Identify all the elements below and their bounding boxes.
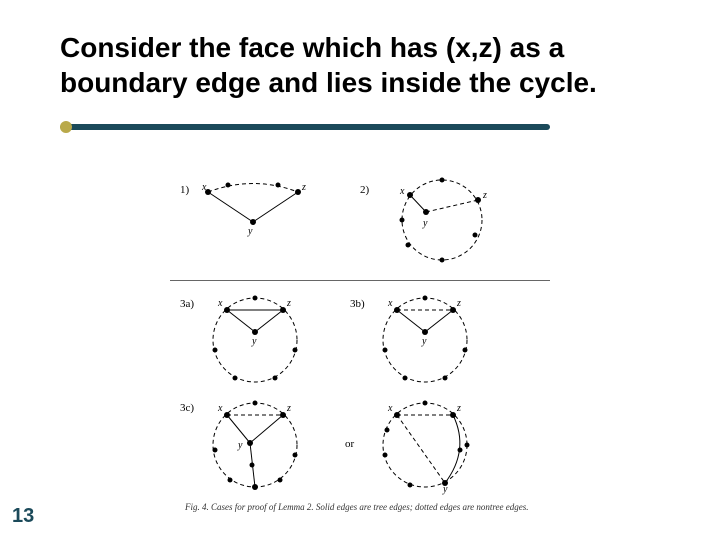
label-y-3c1: y — [238, 440, 242, 451]
label-z-3b: z — [457, 298, 461, 309]
label-y-3c2: y — [443, 484, 447, 495]
label-2: 2) — [360, 184, 369, 196]
page-title: Consider the face which has (x,z) as a b… — [60, 30, 660, 100]
page-number: 13 — [12, 505, 34, 528]
label-1: 1) — [180, 184, 189, 196]
divider-line — [60, 124, 550, 130]
label-x-1: x — [202, 182, 206, 193]
label-3b: 3b) — [350, 298, 365, 310]
label-3c: 3c) — [180, 402, 194, 414]
label-y-3b: y — [422, 336, 426, 347]
diagram-1 — [198, 180, 308, 240]
label-x-3a: x — [218, 298, 222, 309]
label-x-2: x — [400, 186, 404, 197]
slide: Consider the face which has (x,z) as a b… — [0, 0, 720, 540]
label-x-3c2: x — [388, 403, 392, 414]
divider-dot — [60, 121, 72, 133]
separator-line — [170, 280, 550, 281]
label-z-3a: z — [287, 298, 291, 309]
label-y-3a: y — [252, 336, 256, 347]
label-z-3c1: z — [287, 403, 291, 414]
label-y-1: y — [248, 226, 252, 237]
label-z-1: z — [302, 182, 306, 193]
label-3a: 3a) — [180, 298, 194, 310]
divider — [60, 118, 660, 136]
figure-caption: Fig. 4. Cases for proof of Lemma 2. Soli… — [185, 502, 555, 512]
label-y-2: y — [423, 218, 427, 229]
label-or: or — [345, 438, 354, 450]
figure-area: 1) x y z 2) x y — [180, 180, 580, 510]
label-z-3c2: z — [457, 403, 461, 414]
label-x-3c1: x — [218, 403, 222, 414]
label-z-2: z — [483, 190, 487, 201]
label-x-3b: x — [388, 298, 392, 309]
